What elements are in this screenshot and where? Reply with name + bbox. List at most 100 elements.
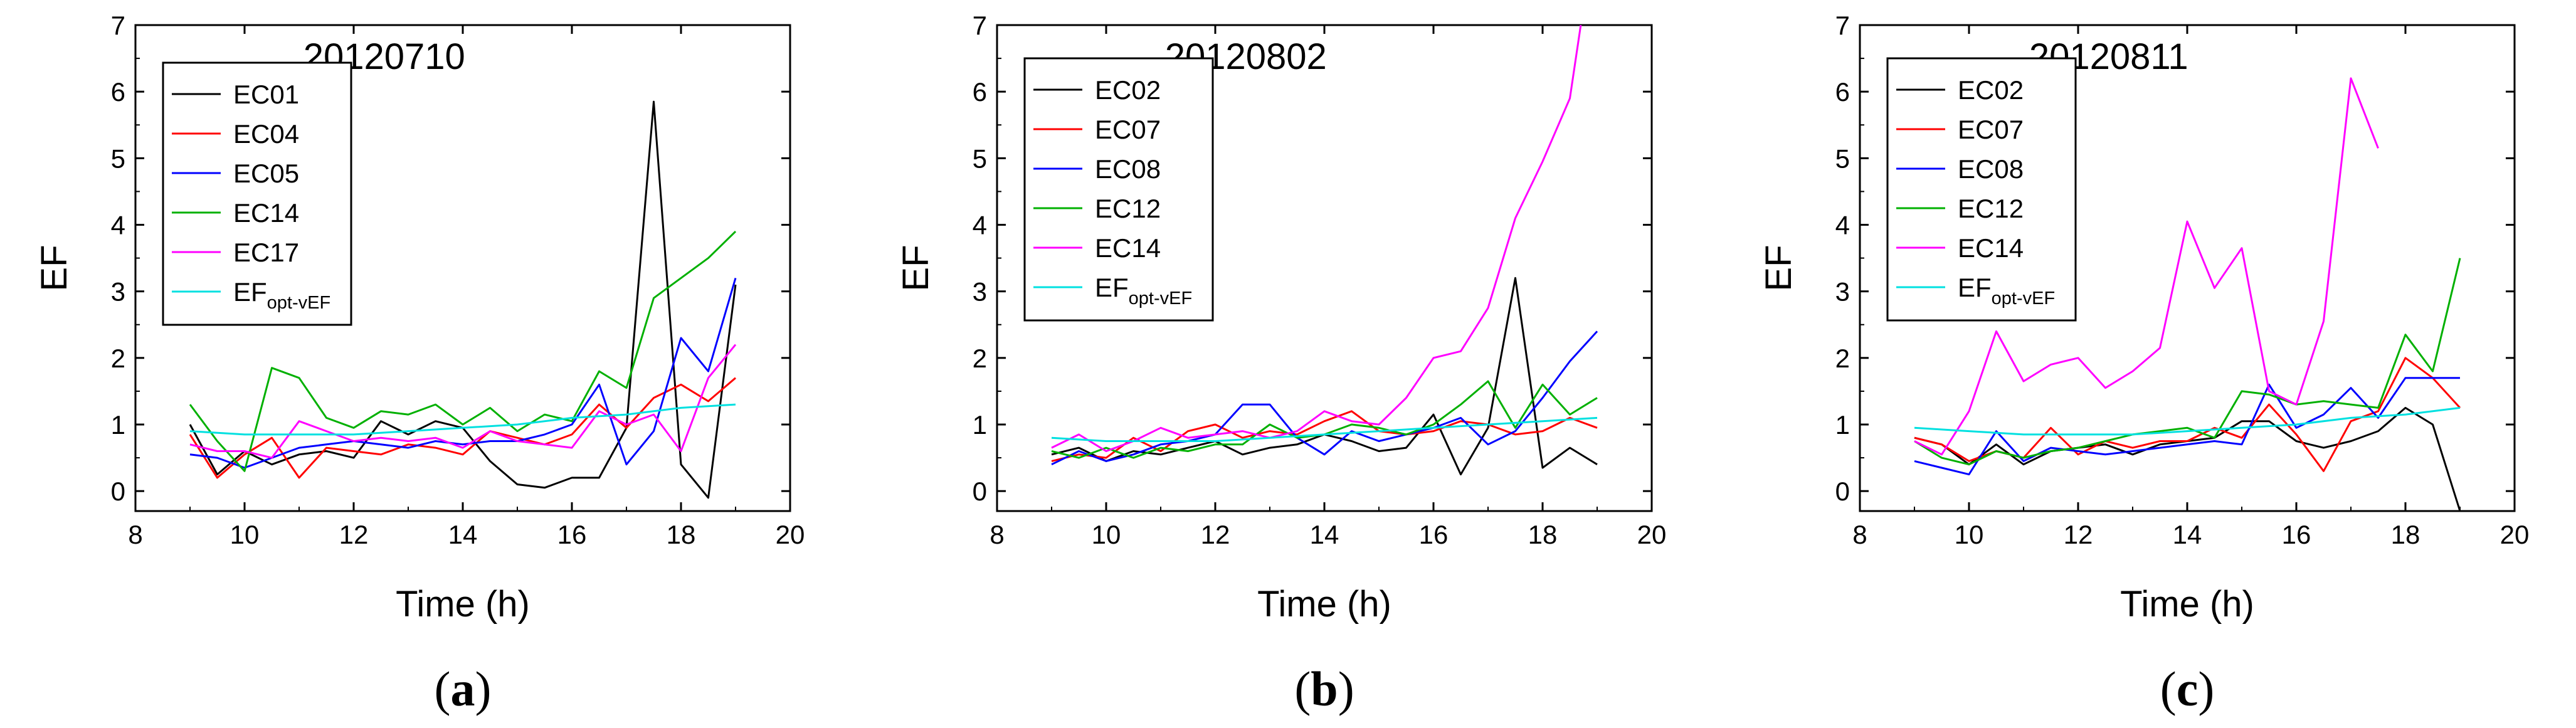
- x-tick-label: 16: [2282, 520, 2311, 549]
- x-tick-label: 8: [990, 520, 1004, 549]
- x-tick-label: 14: [1310, 520, 1339, 549]
- x-tick-label: 12: [2064, 520, 2093, 549]
- x-tick-label: 12: [339, 520, 369, 549]
- x-tick-label: 12: [1201, 520, 1230, 549]
- legend-label: EC04: [233, 119, 299, 149]
- legend-label: EC02: [1958, 75, 2024, 105]
- y-axis-title: EF: [34, 245, 75, 291]
- legend-label: EC12: [1095, 194, 1161, 223]
- x-tick-label: 8: [128, 520, 142, 549]
- x-axis-title: Time (h): [2120, 584, 2254, 625]
- series-line-ef-opt-vef: [1051, 416, 1598, 442]
- series-group: [189, 100, 737, 499]
- y-tick-label: 5: [1835, 144, 1850, 173]
- x-tick-label: 14: [2173, 520, 2202, 549]
- y-tick-label: 7: [1835, 11, 1850, 40]
- series-group: [1051, 25, 1598, 476]
- y-tick-label: 2: [973, 344, 987, 373]
- y-tick-label: 3: [111, 277, 125, 307]
- y-tick-label: 3: [973, 277, 987, 307]
- series-line-ec07: [1051, 410, 1598, 462]
- series-line-ec04: [189, 377, 736, 479]
- series-line-ec12: [1051, 380, 1598, 459]
- y-tick-label: 3: [1835, 277, 1850, 307]
- legend-label: EC12: [1958, 194, 2024, 223]
- legend-label: EC08: [1095, 154, 1161, 184]
- series-group: [1914, 77, 2461, 511]
- legend-label: EC08: [1958, 154, 2024, 184]
- series-line-ec02: [1914, 406, 2461, 511]
- x-tick-label: 20: [776, 520, 805, 549]
- y-tick-label: 6: [1835, 77, 1850, 107]
- y-tick-label: 1: [973, 410, 987, 440]
- y-axis-title: EF: [895, 245, 936, 291]
- panel-label: (b): [1294, 662, 1354, 716]
- legend-label: EC14: [233, 198, 299, 228]
- x-tick-label: 16: [1419, 520, 1449, 549]
- series-line-ec14: [189, 231, 737, 472]
- y-tick-label: 7: [973, 11, 987, 40]
- x-tick-label: 10: [1092, 520, 1121, 549]
- y-axis-title: EF: [1758, 245, 1799, 291]
- y-tick-label: 5: [973, 144, 987, 173]
- panel-label: (a): [435, 662, 492, 716]
- legend-box: [1886, 57, 2077, 322]
- legend-label: EC07: [1958, 115, 2024, 144]
- x-tick-label: 14: [448, 520, 478, 549]
- panel-label: (c): [2160, 662, 2215, 716]
- y-tick-label: 1: [111, 410, 125, 440]
- y-tick-label: 2: [111, 344, 125, 373]
- series-line-ef-opt-vef: [189, 403, 736, 436]
- x-tick-label: 8: [1852, 520, 1867, 549]
- y-tick-label: 0: [973, 477, 987, 506]
- series-line-ec17: [189, 344, 737, 459]
- series-line-ec08: [1914, 377, 2460, 476]
- legend-box: [162, 61, 352, 326]
- legend-label: EC14: [1095, 233, 1161, 263]
- legend-label: EC01: [233, 80, 299, 109]
- y-tick-label: 7: [111, 11, 125, 40]
- series-line-ec05: [189, 277, 737, 469]
- series-line-ec12: [1914, 258, 2461, 466]
- x-tick-label: 18: [1528, 520, 1558, 549]
- legend-label: EC05: [233, 159, 299, 188]
- legend-label: EC02: [1095, 75, 1161, 105]
- legend-label: EC17: [233, 238, 299, 267]
- x-axis-title: Time (h): [1257, 584, 1391, 625]
- series-line-ec14: [1914, 77, 2379, 456]
- legend-label-subscript: opt-vEF: [1129, 288, 1193, 309]
- y-tick-label: 0: [1835, 477, 1850, 506]
- x-tick-label: 16: [557, 520, 587, 549]
- y-tick-label: 4: [1835, 210, 1850, 240]
- y-tick-label: 4: [111, 210, 125, 240]
- x-tick-label: 18: [2391, 520, 2420, 549]
- legend-label-subscript: opt-vEF: [267, 293, 331, 313]
- x-tick-label: 10: [230, 520, 260, 549]
- y-tick-label: 6: [111, 77, 125, 107]
- legend-label: EC14: [1958, 233, 2024, 263]
- y-tick-label: 0: [111, 477, 125, 506]
- y-tick-label: 5: [111, 144, 125, 173]
- series-line-ef-opt-vef: [1914, 406, 2461, 436]
- y-tick-label: 4: [973, 210, 987, 240]
- x-tick-label: 18: [667, 520, 696, 549]
- legend-label: EC07: [1095, 115, 1161, 144]
- legend-label-subscript: opt-vEF: [1992, 288, 2056, 309]
- x-tick-label: 20: [1637, 520, 1667, 549]
- series-line-ec14: [1051, 25, 1582, 452]
- x-axis-title: Time (h): [396, 584, 530, 625]
- x-tick-label: 20: [2500, 520, 2530, 549]
- x-tick-label: 10: [1955, 520, 1984, 549]
- series-line-ec07: [1914, 357, 2461, 472]
- series-line-ec08: [1051, 330, 1598, 466]
- legend-box: [1023, 57, 1214, 322]
- y-tick-label: 6: [973, 77, 987, 107]
- y-tick-label: 1: [1835, 410, 1850, 440]
- y-tick-label: 2: [1835, 344, 1850, 373]
